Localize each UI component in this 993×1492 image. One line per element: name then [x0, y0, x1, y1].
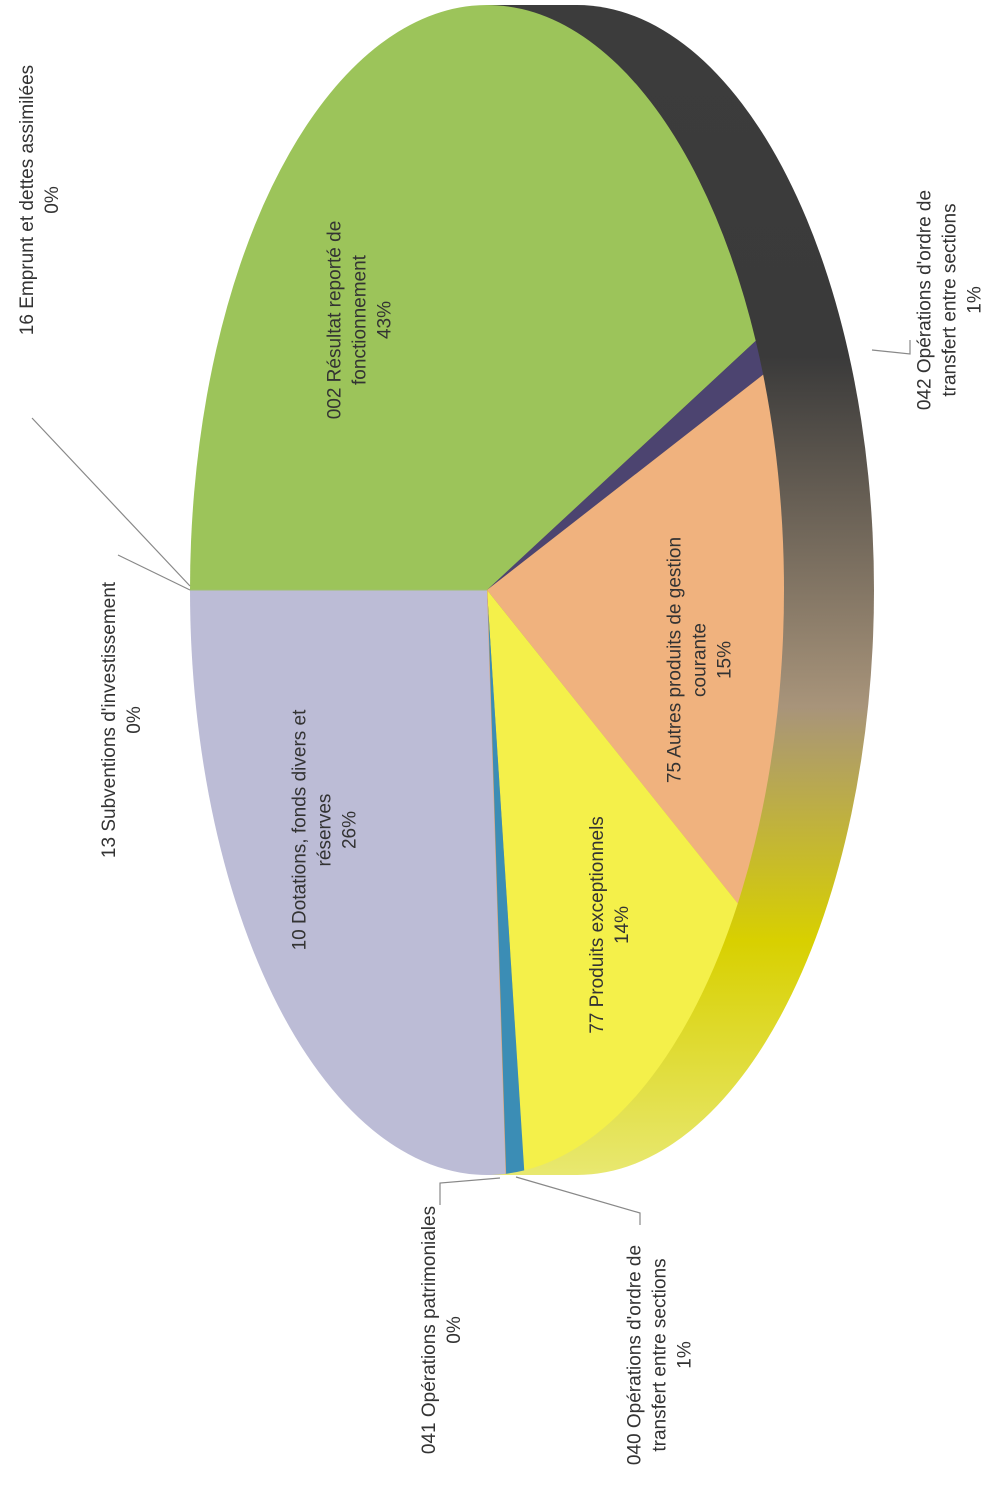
value-label: 1%	[964, 286, 986, 314]
leader-line	[117, 554, 191, 591]
pie-slice	[190, 5, 756, 591]
value-label: 26%	[339, 810, 361, 850]
pie-slice	[487, 590, 738, 1171]
category-label: 10 Dotations, fonds divers et réserves	[289, 709, 336, 951]
leader-line	[31, 417, 191, 587]
pie-slice	[487, 340, 764, 590]
category-label: 041 Opérations patrimoniales	[419, 1205, 440, 1455]
category-label: 77 Produits exceptionnels	[587, 816, 608, 1034]
slice-label: 042 Opérations d'ordre de transfert entr…	[913, 170, 988, 430]
slice-label: 002 Résultat reporté de fonctionnement 43…	[323, 205, 398, 435]
category-label: 13 Subventions d'investissement	[99, 581, 120, 859]
value-label: 0%	[124, 706, 145, 734]
leader-line	[515, 1176, 641, 1225]
value-label: 0%	[42, 186, 63, 214]
slice-label: 041 Opérations patrimoniales 0%	[417, 1200, 467, 1460]
category-label: 042 Opérations d'ordre de transfert entr…	[914, 189, 961, 411]
value-label: 0%	[444, 1316, 465, 1344]
slice-label: 77 Produits exceptionnels 14%	[585, 785, 635, 1065]
slice-label: 13 Subventions d'investissement 0%	[97, 560, 147, 880]
value-label: 1%	[674, 1341, 696, 1369]
value-label: 15%	[714, 640, 736, 680]
value-label: 14%	[612, 905, 633, 945]
leader-line	[439, 1177, 501, 1205]
slice-label: 75 Autres produits de gestion courante 15…	[663, 515, 738, 805]
slice-label: 040 Opérations d'ordre de transfert entr…	[623, 1230, 698, 1480]
pie-slice	[190, 590, 506, 1175]
slice-label: 16 Emprunt et dettes assimilées 0%	[15, 30, 65, 370]
slice-label: 10 Dotations, fonds divers et réserves 26…	[288, 695, 363, 965]
category-label: 002 Résultat reporté de fonctionnement	[324, 220, 371, 420]
pie-slice	[487, 374, 784, 904]
category-label: 75 Autres produits de gestion courante	[664, 536, 711, 784]
pie-slices	[190, 5, 784, 1175]
value-label: 43%	[374, 300, 396, 340]
leader-line	[871, 340, 911, 355]
category-label: 040 Opérations d'ordre de transfert entr…	[624, 1244, 671, 1466]
pie-slice	[487, 590, 525, 1174]
category-label: 16 Emprunt et dettes assimilées	[17, 64, 38, 336]
